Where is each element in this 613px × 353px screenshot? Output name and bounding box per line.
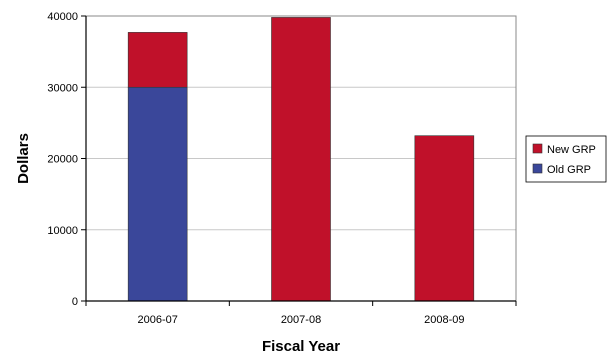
- bar-new-grp-2007-08: [271, 17, 331, 302]
- bar-new-grp-2006-07: [127, 32, 188, 88]
- x-axis-title: Fiscal Year: [262, 338, 340, 353]
- y-tick-label: 30000: [47, 82, 78, 94]
- legend-label: Old GRP: [547, 164, 591, 176]
- y-tick-label: 0: [72, 296, 78, 308]
- y-tick-label: 40000: [47, 11, 78, 23]
- legend-swatch-new-grp: [532, 143, 543, 154]
- legend-label: New GRP: [547, 144, 596, 156]
- y-tick-label: 20000: [47, 154, 78, 166]
- bar-new-grp-2008-09: [414, 135, 475, 302]
- x-axis-ticks: 2006-07 2007-08 2008-09: [85, 301, 517, 326]
- legend-swatch-old-grp: [532, 163, 543, 174]
- y-axis-ticks: 0 10000 20000 30000 40000: [47, 11, 516, 308]
- x-tick-label: 2007-08: [281, 314, 321, 326]
- y-tick-label: 10000: [47, 225, 78, 237]
- legend: New GRP Old GRP: [525, 135, 607, 183]
- x-tick-label: 2006-07: [137, 314, 177, 326]
- legend-box: [525, 135, 607, 183]
- bars: [127, 17, 475, 302]
- bar-old-grp-2006-07: [127, 86, 188, 302]
- y-axis-title: Dollars: [15, 133, 32, 184]
- x-tick-label: 2008-09: [424, 314, 464, 326]
